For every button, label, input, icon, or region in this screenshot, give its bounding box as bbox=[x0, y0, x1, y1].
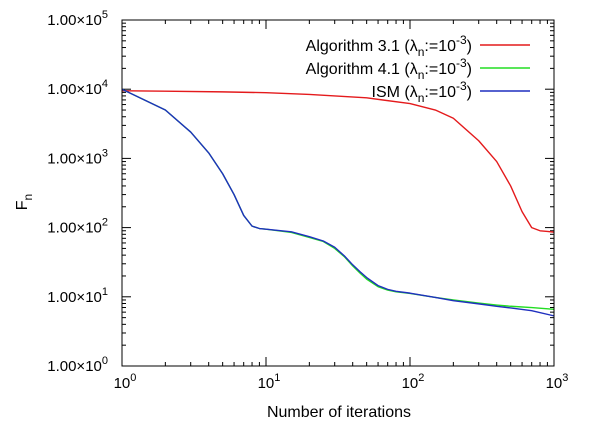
tick-marks bbox=[121, 19, 555, 367]
y-axis-title: Fn bbox=[14, 194, 35, 210]
x-axis-title: Number of iterations bbox=[267, 404, 411, 421]
y-tick-label: 1.00×105 bbox=[47, 9, 108, 29]
x-tick-label: 100 bbox=[114, 372, 137, 392]
x-tick-label: 102 bbox=[402, 372, 425, 392]
legend-label: Algorithm 4.1 (λn:=10-3) bbox=[306, 56, 472, 82]
y-tick-labels: 1.00×100 1.00×101 1.00×102 1.00×103 1.00×104… bbox=[47, 9, 108, 375]
series-line-algorithm-3-1 bbox=[121, 90, 555, 233]
y-tick-label: 1.00×104 bbox=[47, 78, 108, 98]
svg-text:Number of iterations: Number of iterations bbox=[267, 404, 411, 421]
series-line-ism bbox=[121, 88, 555, 317]
y-tick-label: 1.00×102 bbox=[47, 217, 108, 237]
plot-frame bbox=[121, 19, 555, 367]
svg-text:Fn: Fn bbox=[14, 194, 35, 210]
x-tick-label: 101 bbox=[258, 372, 281, 392]
legend-label: Algorithm 3.1 (λn:=10-3) bbox=[306, 33, 472, 59]
x-tick-label: 103 bbox=[546, 372, 569, 392]
legend-label: ISM (λn:=10-3) bbox=[372, 79, 473, 105]
y-tick-label: 1.00×103 bbox=[47, 147, 108, 167]
series-lines bbox=[121, 88, 555, 317]
legend: Algorithm 3.1 (λn:=10-3)Algorithm 4.1 (λ… bbox=[306, 33, 530, 105]
series-line-algorithm-4-1 bbox=[121, 88, 555, 310]
y-tick-label: 1.00×100 bbox=[47, 355, 108, 375]
y-tick-label: 1.00×101 bbox=[47, 286, 108, 306]
x-tick-labels: 100 101 102 103 bbox=[114, 372, 569, 392]
